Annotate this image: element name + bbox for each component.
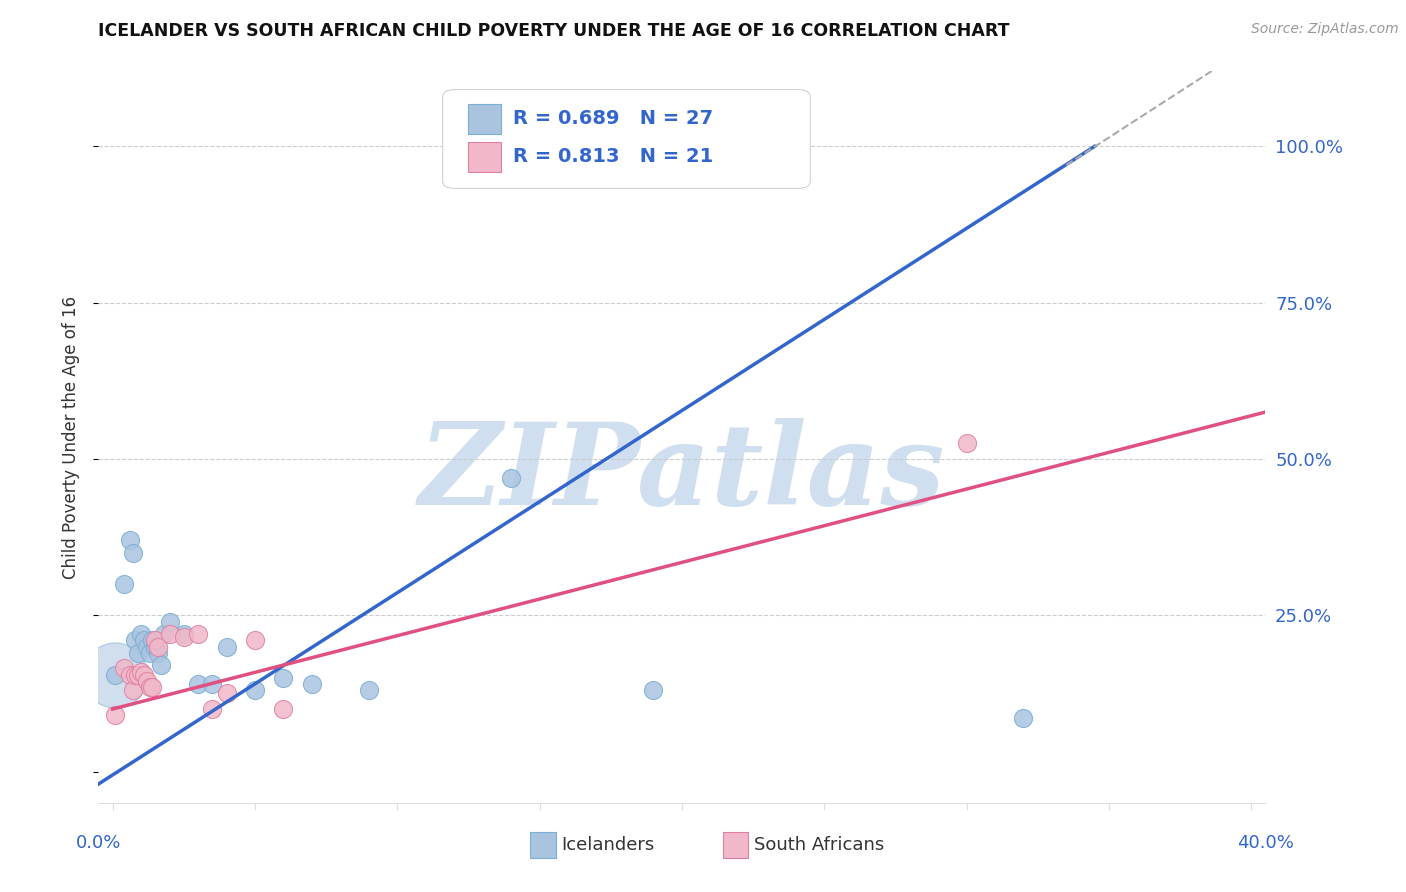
Text: ICELANDER VS SOUTH AFRICAN CHILD POVERTY UNDER THE AGE OF 16 CORRELATION CHART: ICELANDER VS SOUTH AFRICAN CHILD POVERTY… — [98, 22, 1010, 40]
Point — [129, 627, 152, 641]
Point — [112, 661, 135, 675]
Point — [143, 633, 166, 648]
Text: 40.0%: 40.0% — [1237, 834, 1294, 852]
Point — [273, 671, 295, 685]
Point — [173, 627, 195, 641]
Point — [135, 673, 157, 688]
Point — [301, 677, 323, 691]
Point — [124, 667, 146, 681]
Point — [121, 546, 143, 560]
Point — [148, 646, 170, 660]
Point — [215, 640, 238, 654]
Point — [127, 646, 149, 660]
Text: ZIPatlas: ZIPatlas — [419, 418, 945, 529]
Point — [173, 630, 195, 644]
FancyBboxPatch shape — [723, 832, 748, 858]
Point — [153, 627, 176, 641]
Y-axis label: Child Poverty Under the Age of 16: Child Poverty Under the Age of 16 — [62, 295, 80, 579]
Point — [150, 658, 173, 673]
Point — [643, 683, 665, 698]
FancyBboxPatch shape — [443, 90, 810, 188]
Point — [138, 646, 160, 660]
Point — [104, 667, 127, 681]
Point — [201, 677, 224, 691]
FancyBboxPatch shape — [530, 832, 555, 858]
Point — [104, 708, 127, 723]
Point — [132, 633, 155, 648]
Point — [159, 615, 181, 629]
Text: South Africans: South Africans — [754, 836, 884, 854]
Text: Source: ZipAtlas.com: Source: ZipAtlas.com — [1251, 22, 1399, 37]
Point — [118, 667, 141, 681]
Point — [141, 633, 163, 648]
Point — [124, 633, 146, 648]
Point — [143, 640, 166, 654]
Point — [132, 667, 155, 681]
Point — [243, 633, 266, 648]
Point — [127, 667, 149, 681]
Text: R = 0.689   N = 27: R = 0.689 N = 27 — [513, 110, 713, 128]
Point — [501, 471, 523, 485]
Point — [1012, 711, 1035, 725]
Text: R = 0.813   N = 21: R = 0.813 N = 21 — [513, 147, 713, 167]
Point — [141, 680, 163, 694]
Text: Icelanders: Icelanders — [562, 836, 655, 854]
Point — [215, 686, 238, 700]
Point — [955, 436, 977, 450]
FancyBboxPatch shape — [468, 103, 501, 135]
Point — [159, 627, 181, 641]
Point — [112, 577, 135, 591]
Point — [121, 683, 143, 698]
Point — [243, 683, 266, 698]
Point — [118, 533, 141, 548]
Text: 0.0%: 0.0% — [76, 834, 121, 852]
Point — [138, 680, 160, 694]
Point — [148, 640, 170, 654]
Point — [187, 627, 209, 641]
Point — [187, 677, 209, 691]
Point — [273, 702, 295, 716]
Point — [201, 702, 224, 716]
Point — [135, 640, 157, 654]
Point — [357, 683, 380, 698]
Point — [104, 667, 127, 681]
Point — [129, 665, 152, 679]
FancyBboxPatch shape — [468, 142, 501, 172]
